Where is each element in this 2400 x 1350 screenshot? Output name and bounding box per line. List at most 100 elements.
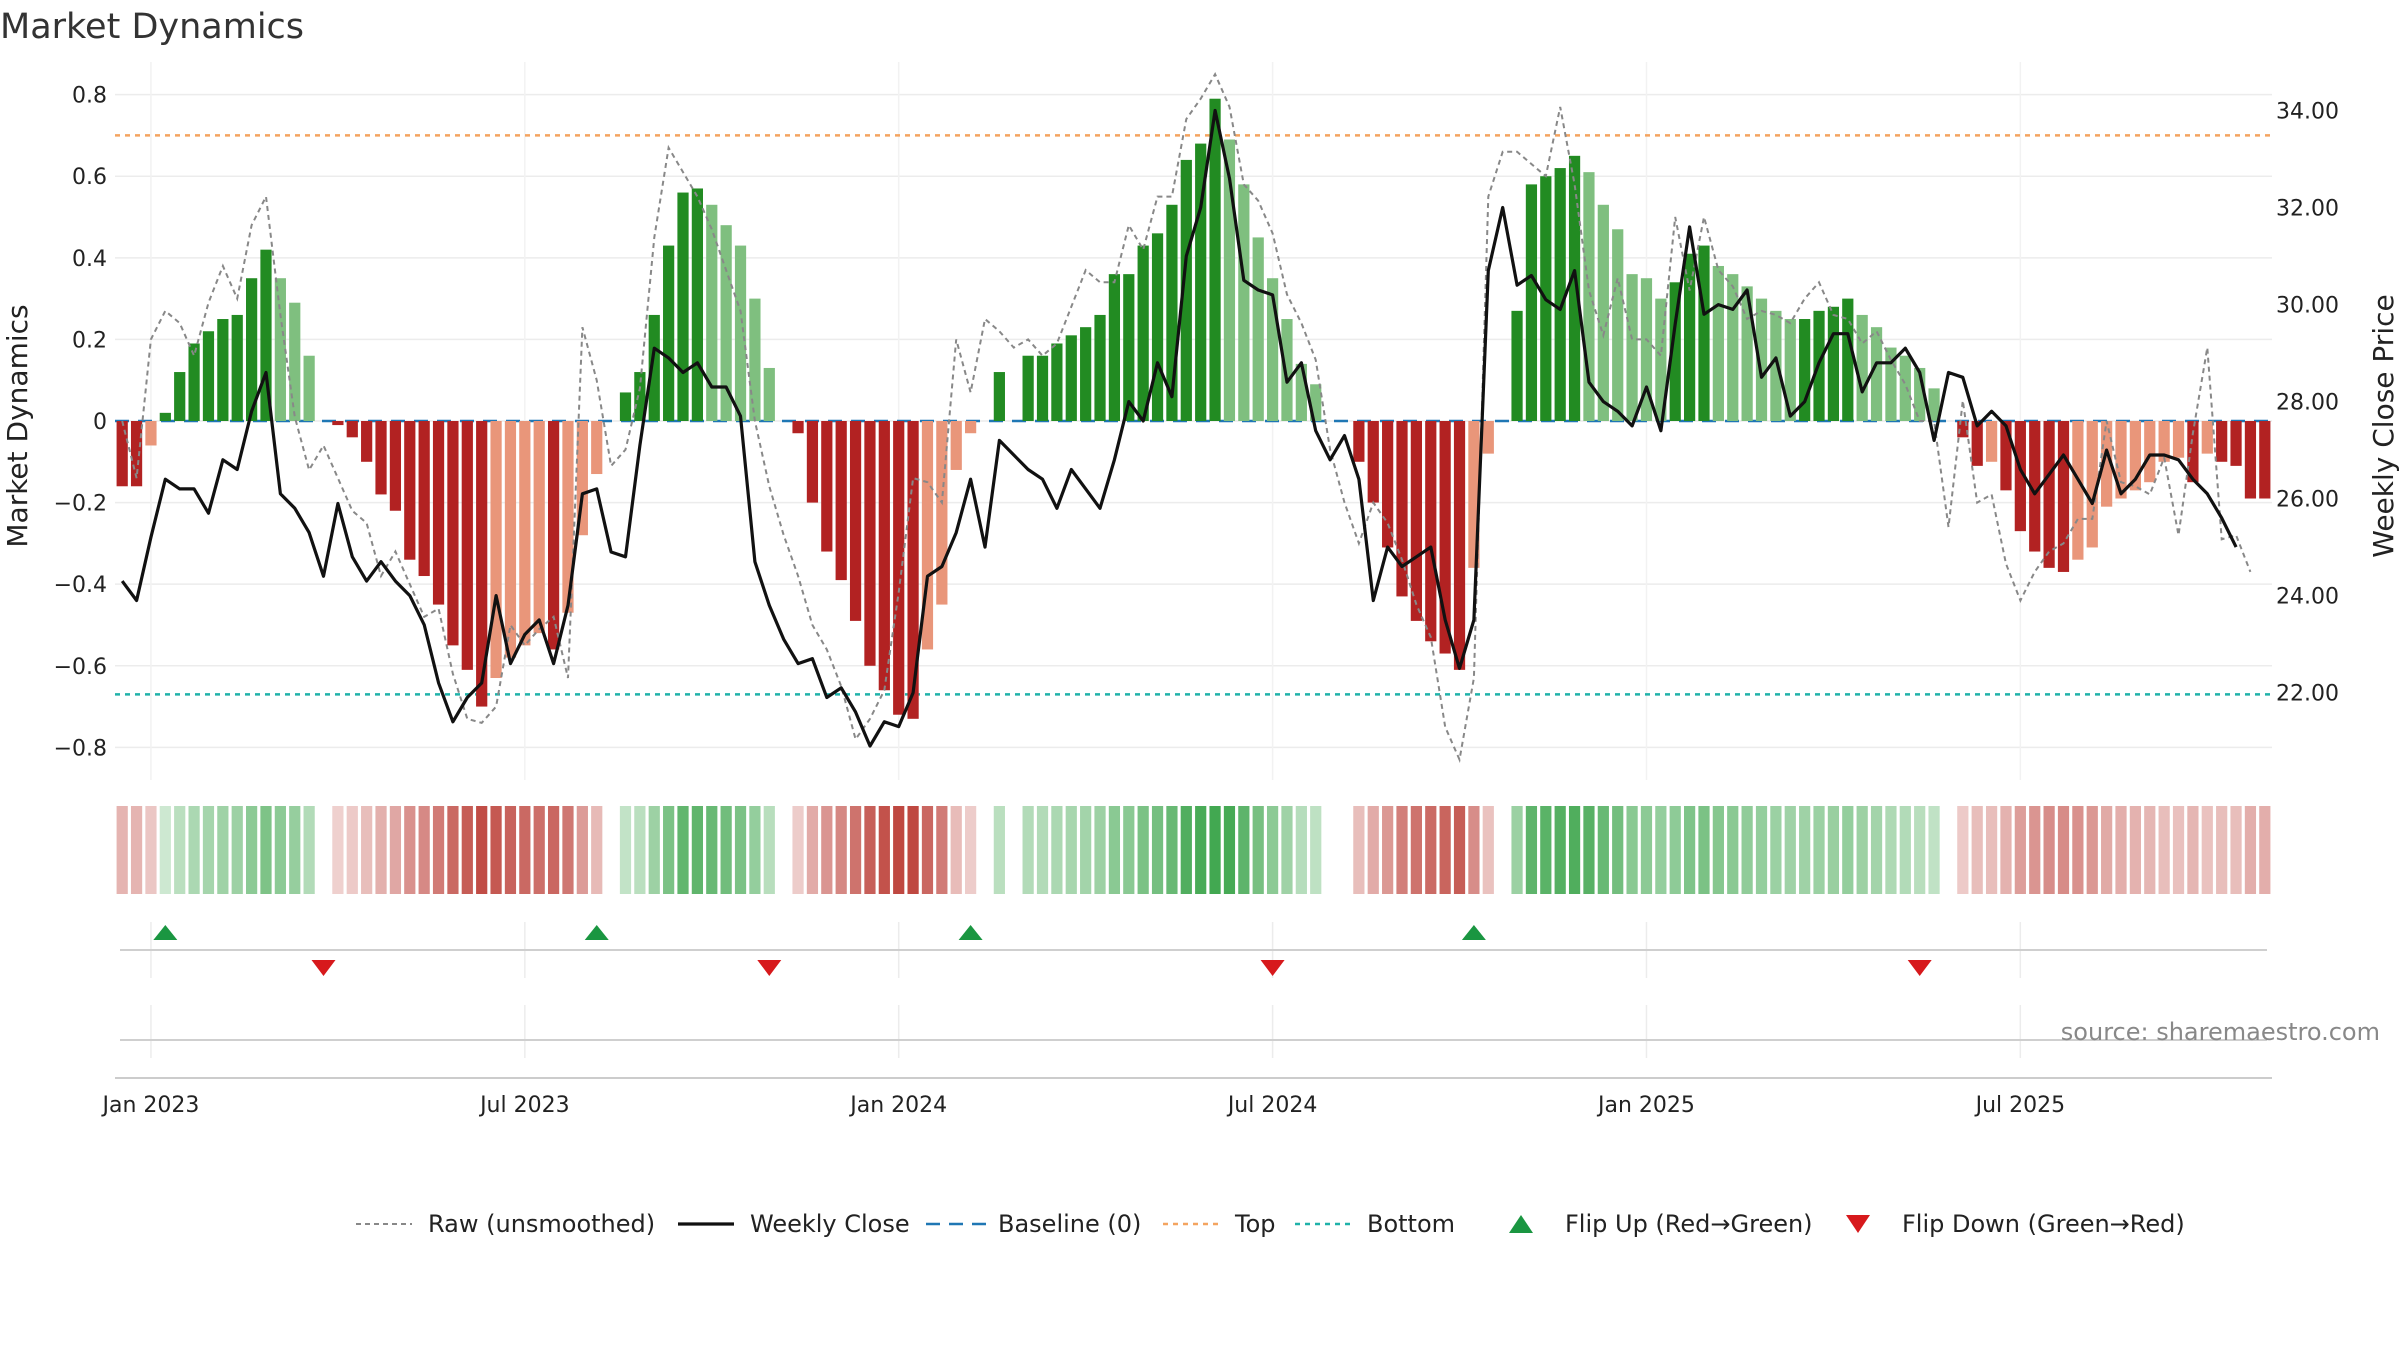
- strip-cell: [1382, 806, 1394, 894]
- dynamics-bar: [404, 421, 416, 560]
- strip-cell: [1612, 806, 1624, 894]
- strip-cell: [1065, 806, 1077, 894]
- dynamics-bar: [174, 372, 186, 421]
- strip-cell: [1266, 806, 1279, 894]
- strip-cell: [1899, 806, 1911, 894]
- strip-cell: [116, 806, 128, 894]
- dynamics-bar: [519, 421, 531, 646]
- dynamics-bar: [202, 331, 215, 421]
- strip-cell: [1827, 806, 1840, 894]
- dynamics-bar: [461, 421, 473, 670]
- dynamics-bar: [950, 421, 962, 470]
- dynamics-bar: [965, 421, 977, 434]
- strip-cell: [2043, 806, 2055, 894]
- strip-cell: [763, 806, 775, 894]
- dynamics-bar: [720, 225, 732, 421]
- x-tick-label: Jan 2025: [1596, 1093, 1695, 1118]
- dynamics-bar: [1353, 421, 1365, 462]
- strip-cell: [1195, 806, 1207, 894]
- strip-cell: [1080, 806, 1092, 894]
- dynamics-bar: [2230, 421, 2242, 466]
- strip-cell: [878, 806, 890, 894]
- x-tick-label: Jan 2024: [848, 1093, 947, 1118]
- dynamics-bar: [2115, 421, 2127, 499]
- dynamics-bar: [1382, 421, 1394, 548]
- strip-cell: [835, 806, 847, 894]
- dynamics-bar: [864, 421, 876, 666]
- strip-cell: [1166, 806, 1178, 894]
- dynamics-bar: [1065, 335, 1077, 421]
- dynamics-bar: [691, 188, 703, 421]
- y-tick-label: 0: [93, 410, 107, 435]
- legend-swatch-flip-down: [1846, 1215, 1870, 1233]
- dynamics-bar: [1727, 274, 1739, 421]
- y-axis-label: Market Dynamics: [1, 304, 34, 547]
- x-tick-label: Jul 2023: [478, 1093, 570, 1118]
- dynamics-bar: [1223, 139, 1236, 422]
- dynamics-bar: [993, 372, 1005, 421]
- dynamics-bar: [1295, 363, 1307, 421]
- strip-cell: [188, 806, 200, 894]
- strip-cell: [174, 806, 186, 894]
- x-axis: Jan 2023 Jul 2023 Jan 2024 Jul 2024 Jan 2025…: [100, 1077, 2272, 1118]
- y-tick-label: −0.6: [54, 655, 107, 680]
- strip-cell: [1597, 806, 1609, 894]
- legend-label: Top: [1234, 1210, 1276, 1238]
- strip-cell: [217, 806, 229, 894]
- state-heat-strip: [116, 806, 2271, 894]
- strip-cell: [519, 806, 531, 894]
- legend-label: Bottom: [1367, 1210, 1455, 1238]
- dynamics-bar: [1870, 327, 1883, 421]
- dynamics-bar: [2086, 421, 2098, 548]
- strip-cell: [2216, 806, 2228, 894]
- strip-cell: [2259, 806, 2271, 894]
- strip-cell: [1238, 806, 1250, 894]
- strip-cell: [2201, 806, 2213, 894]
- dynamics-bar: [2216, 421, 2228, 462]
- strip-cell: [1971, 806, 1983, 894]
- dynamics-bar: [749, 298, 761, 421]
- strip-cell: [1698, 806, 1710, 894]
- strip-cell: [1914, 806, 1926, 894]
- legend: Raw (unsmoothed) Weekly Close Baseline (0)…: [356, 1210, 2185, 1238]
- dynamics-bar: [849, 421, 862, 621]
- strip-cell: [1367, 806, 1379, 894]
- dynamics-bar: [1597, 204, 1609, 421]
- reference-lines: [115, 134, 2272, 696]
- dynamics-bar: [346, 421, 358, 438]
- dynamics-bar: [2158, 421, 2170, 462]
- strip-cell: [2129, 806, 2141, 894]
- dynamics-bar: [1151, 233, 1164, 421]
- dynamics-bar: [1453, 421, 1466, 670]
- strip-cell: [1036, 806, 1049, 894]
- dynamics-bar: [1985, 421, 1998, 462]
- strip-cell: [936, 806, 948, 894]
- strip-cell: [1684, 806, 1696, 894]
- dynamics-bar: [1583, 172, 1595, 421]
- dynamics-bar: [418, 421, 430, 577]
- dynamics-bar: [217, 319, 229, 421]
- strip-cell: [1396, 806, 1408, 894]
- dynamics-bar: [1108, 274, 1121, 421]
- strip-cell: [720, 806, 732, 894]
- dynamics-bar: [1755, 298, 1768, 421]
- dynamics-bar: [591, 421, 603, 475]
- dynamics-bar: [116, 421, 128, 487]
- raw-unsmoothed-line: [121, 72, 2252, 764]
- dynamics-bar: [1914, 367, 1926, 421]
- strip-cell: [1511, 806, 1523, 894]
- y2-tick-label: 24.00: [2276, 585, 2339, 610]
- dynamics-bar: [1741, 286, 1753, 421]
- dynamics-bar: [389, 421, 402, 511]
- strip-cell: [1525, 806, 1538, 894]
- y-tick-label: 0.4: [72, 247, 107, 272]
- strip-cell: [1741, 806, 1753, 894]
- dynamics-bar: [878, 421, 890, 691]
- dynamics-bar: [2259, 421, 2271, 499]
- strip-cell: [821, 806, 833, 894]
- strip-cell: [1223, 806, 1236, 894]
- dynamics-bar: [1367, 421, 1379, 503]
- dynamics-bar: [936, 421, 948, 605]
- strip-cell: [1870, 806, 1883, 894]
- dynamics-bar: [893, 421, 905, 715]
